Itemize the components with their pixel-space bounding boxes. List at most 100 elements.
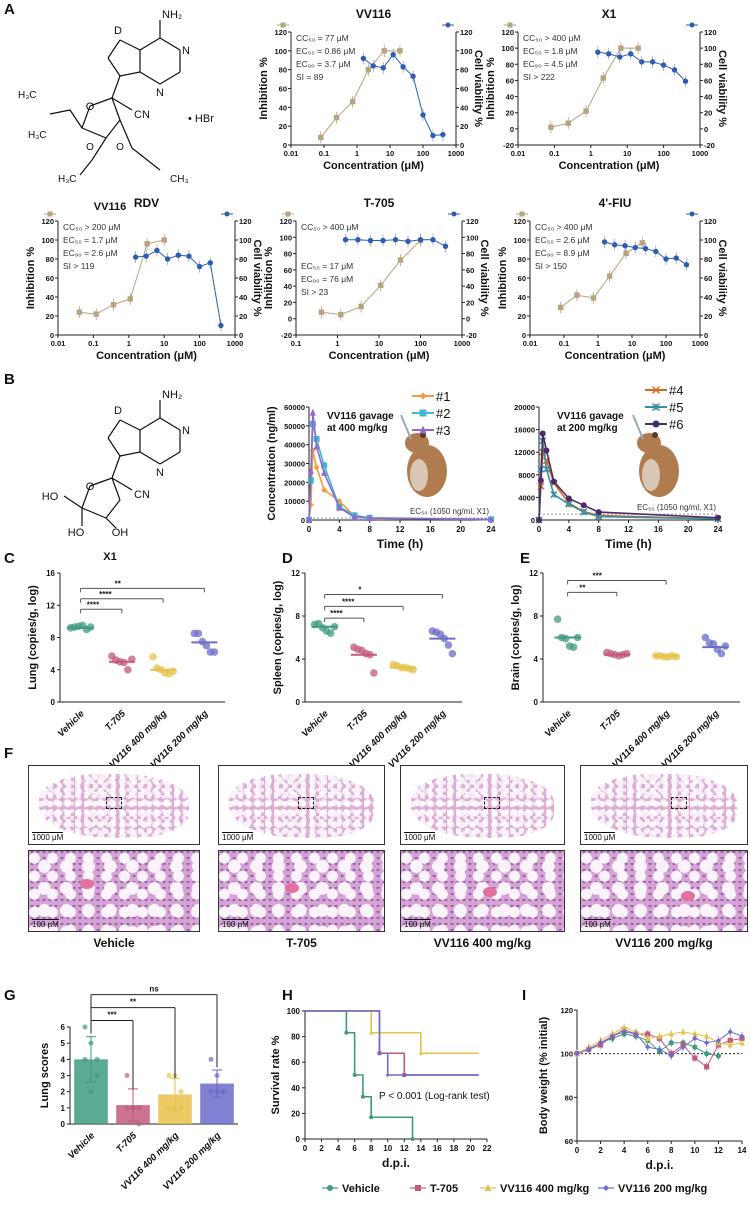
blood-vessel — [285, 883, 299, 893]
bond — [159, 451, 181, 465]
inhibition-point — [558, 304, 564, 311]
y-tick-label-left: 120 — [501, 28, 514, 37]
nitrile-label: CN — [134, 109, 150, 121]
y-tick-label-right: 80 — [704, 255, 712, 264]
data-point — [717, 649, 726, 658]
legend-marker-viability — [689, 211, 695, 217]
histology-overview-image: 1000 μM — [28, 765, 200, 845]
y-tick-label: 0 — [296, 1135, 301, 1144]
y-tick-label-left: 120 — [279, 217, 292, 226]
y-axis-label-left: Inhibition % — [497, 247, 509, 310]
data-point — [633, 1031, 639, 1037]
y-tick-label: 4 — [296, 655, 301, 664]
deuterium-label: D — [114, 25, 122, 37]
data-point — [739, 1039, 745, 1046]
viability-point — [207, 260, 213, 266]
salt-label: • HBr — [188, 113, 214, 125]
bond — [119, 39, 141, 51]
data-point — [692, 1035, 698, 1041]
x-tick-label: 1 — [127, 339, 131, 348]
x-tick-label: 0.01 — [523, 339, 538, 348]
viability-point — [370, 63, 376, 69]
inhibition-fit-curve — [550, 47, 639, 128]
y-tick-label: 12 — [46, 601, 55, 610]
hamster-illustration — [632, 414, 679, 497]
viability-point — [660, 62, 667, 68]
bond — [69, 109, 83, 129]
scale-bar: 1000 μM — [584, 832, 616, 842]
inhibition-point — [639, 240, 645, 246]
y-tick-label-right: -20 — [704, 141, 715, 150]
inhibition-point — [93, 311, 99, 317]
data-point — [208, 1056, 214, 1062]
hamster-belly — [410, 459, 428, 491]
x-tick-label: 0.1 — [88, 339, 98, 348]
y-tick-label-right: 120 — [466, 217, 479, 226]
histology-overview-image: 1000 μM — [580, 765, 748, 845]
x-tick-label: 16 — [654, 525, 663, 534]
data-point — [550, 491, 558, 499]
x-tick-label: 12 — [396, 525, 405, 534]
p-value-annotation: P < 0.001 (Log-rank test) — [379, 1091, 490, 1102]
significance-label: **** — [330, 609, 343, 618]
panel-label-F: F — [4, 745, 13, 762]
y-axis-label: Lung (copies/g, log) — [27, 585, 39, 690]
data-point — [166, 1073, 172, 1078]
y-tick-label: 2 — [61, 1088, 66, 1097]
data-point — [672, 653, 680, 661]
inhibition-point — [76, 309, 83, 315]
y-tick-label: 80 — [291, 1033, 300, 1042]
data-point — [313, 442, 320, 450]
y-tick-label-left: 40 — [518, 293, 526, 302]
viability-point — [442, 243, 449, 249]
data-point — [202, 641, 211, 650]
y-tick-label-left: -20 — [503, 141, 514, 150]
data-point — [565, 500, 573, 508]
x-tick-label: 100 — [417, 149, 430, 158]
bond — [63, 495, 83, 509]
methyl-label: H₃C — [18, 90, 37, 101]
zoom-region-box — [484, 797, 501, 810]
data-point — [645, 1034, 651, 1041]
viability-point — [642, 245, 649, 252]
y-tick-label-right: 60 — [704, 274, 712, 283]
data-point — [214, 1089, 220, 1095]
data-point — [321, 462, 328, 469]
viability-point — [400, 64, 406, 70]
data-point — [82, 1024, 88, 1030]
data-point — [214, 1073, 220, 1078]
y-tick-label-left: 80 — [279, 66, 287, 75]
viability-point — [196, 263, 203, 270]
y-axis-label: Lung scores — [39, 1043, 51, 1108]
stat-annotation: EC₉₀ = 3.7 μM — [296, 59, 351, 69]
data-point — [668, 1053, 674, 1059]
x-tick-label: 10 — [690, 1146, 699, 1155]
y-tick-label-right: 120 — [704, 28, 717, 37]
y-axis-label: Spleen (copies/g, log) — [272, 580, 284, 694]
inhibition-point — [358, 303, 364, 310]
scale-bar: 100 μM — [404, 919, 431, 929]
data-point — [609, 1033, 615, 1039]
data-point — [692, 1030, 698, 1037]
viability-point — [342, 237, 349, 243]
y-tick-label-right: 100 — [704, 236, 717, 245]
survival-curve — [305, 1010, 479, 1076]
significance-label: **** — [342, 597, 355, 606]
data-point — [580, 508, 588, 516]
bond — [139, 451, 161, 465]
data-point — [656, 1046, 663, 1052]
reference-label: EC₅₀ (1050 ng/ml, X1) — [410, 507, 489, 516]
bond — [81, 507, 107, 519]
y-tick-label-right: 60 — [704, 76, 712, 85]
data-point — [306, 516, 312, 523]
y-tick-label-left: 100 — [513, 236, 526, 245]
y-tick-label-left: 40 — [279, 103, 287, 112]
viability-point — [390, 51, 396, 58]
y-tick-label-right: 40 — [239, 293, 247, 302]
y-tick-label-right: 80 — [466, 250, 474, 259]
y-tick-label-left: 20 — [46, 312, 54, 321]
data-point — [169, 667, 177, 676]
y-tick-label-right: 20 — [704, 312, 712, 321]
y-tick-label-right: 60 — [466, 266, 474, 275]
legend-marker-inhibition — [285, 211, 291, 217]
